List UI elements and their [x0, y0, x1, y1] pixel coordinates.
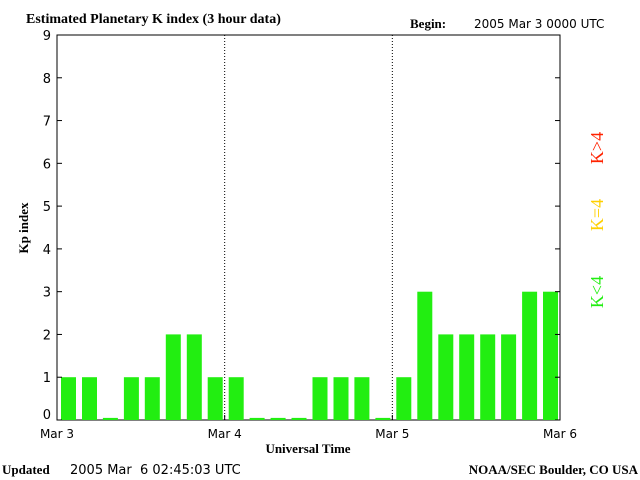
bar-21 [480, 334, 496, 420]
bar-24 [543, 291, 558, 420]
y-tick-label-5: 5 [43, 200, 51, 215]
bar-19 [438, 334, 454, 420]
x-tick-label-3: Mar 5 [375, 427, 409, 441]
bar-6 [165, 334, 181, 420]
x-tick-label-2: Mar 4 [208, 427, 242, 441]
chart-title: Estimated Planetary K index (3 hour data… [26, 12, 281, 27]
bar-10 [249, 417, 265, 420]
y-tick-label-0: 0 [43, 408, 51, 423]
footer-credit: NOAA/SEC Boulder, CO USA [469, 462, 639, 477]
plot-frame [56, 34, 561, 421]
bar-11 [270, 417, 286, 420]
y-axis-label: Kp index [16, 202, 31, 253]
bar-20 [459, 334, 475, 420]
y-tick-label-3: 3 [43, 286, 51, 301]
x-tick-label-1: Mar 3 [40, 427, 74, 441]
bar-7 [186, 334, 202, 420]
x-axis-label: Universal Time [265, 441, 350, 456]
bars [61, 291, 558, 420]
bar-15 [354, 377, 370, 420]
bar-16 [375, 417, 391, 420]
bar-5 [144, 377, 160, 420]
y-axis: 0 1 2 3 4 5 6 7 8 9 [43, 29, 560, 423]
bar-9 [228, 377, 244, 420]
bar-17 [396, 377, 412, 420]
updated-label: Updated [2, 462, 50, 477]
bar-13 [312, 377, 328, 420]
legend-item-3: K<4 [587, 276, 607, 308]
bar-4 [123, 377, 139, 420]
bar-23 [522, 291, 538, 420]
bar-18 [417, 291, 433, 420]
legend-item-1: K>4 [587, 132, 607, 164]
begin-label: Begin: [410, 16, 446, 31]
y-tick-label-1: 1 [43, 371, 51, 386]
x-axis: Mar 3 Mar 4 Mar 5 Mar 6 [40, 415, 577, 441]
bar-14 [333, 377, 349, 420]
y-tick-label-7: 7 [43, 115, 51, 130]
begin-value: 2005 Mar 3 0000 UTC [474, 17, 604, 31]
bar-8 [207, 377, 223, 420]
bar-1 [61, 377, 76, 420]
bar-12 [291, 417, 307, 420]
y-tick-label-9: 9 [43, 29, 51, 44]
day-separators [224, 35, 393, 420]
y-tick-label-6: 6 [43, 157, 51, 172]
bar-22 [501, 334, 517, 420]
legend-item-2: K=4 [587, 199, 607, 231]
x-tick-label-4: Mar 6 [543, 427, 577, 441]
bar-3 [102, 417, 118, 420]
updated-value: 2005 Mar 6 02:45:03 UTC [70, 463, 241, 478]
y-tick-label-8: 8 [43, 72, 51, 87]
bar-2 [82, 377, 97, 420]
y-tick-label-4: 4 [43, 243, 51, 258]
legend: K>4 K=4 K<4 [587, 132, 607, 308]
y-tick-label-2: 2 [43, 328, 51, 343]
